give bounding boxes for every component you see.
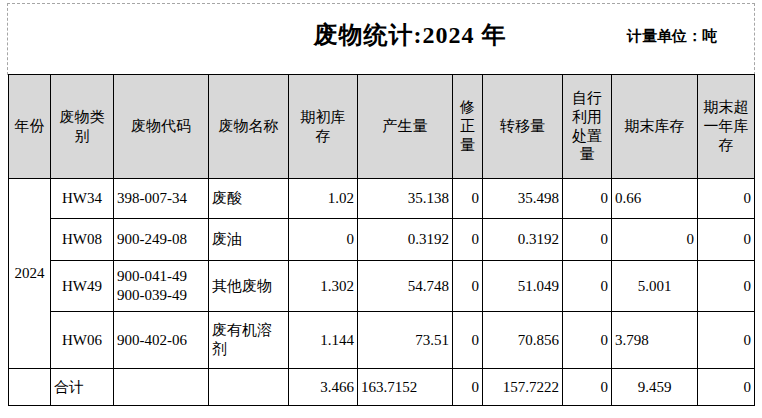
table-row-hw06: HW06 900-402-06 废有机溶 剂 1.144 73.51 0 70.…	[9, 312, 755, 369]
header-waste-name: 废物名称	[209, 75, 289, 179]
cell-over-one-year: 0	[698, 261, 755, 312]
cell-correction: 0	[453, 179, 483, 219]
header-opening-stock: 期初库 存	[289, 75, 358, 179]
cell-transferred: 70.856	[483, 312, 563, 369]
cell-name-empty	[209, 369, 289, 406]
cell-generated: 35.138	[358, 179, 453, 219]
cell-transferred: 51.049	[483, 261, 563, 312]
table-header-row: 年份 废物类 别 废物代码 废物名称 期初库 存 产生量 修 正 量 转移量 自…	[9, 75, 755, 179]
header-waste-category: 废物类 别	[51, 75, 114, 179]
cell-code-empty	[114, 369, 209, 406]
header-waste-code: 废物代码	[114, 75, 209, 179]
cell-year: 2024	[9, 179, 51, 369]
table-row-hw34: 2024 HW34 398-007-34 废酸 1.02 35.138 0 35…	[9, 179, 755, 219]
header-year: 年份	[9, 75, 51, 179]
cell-total-closing: 9.459	[612, 369, 698, 406]
header-over-one-year: 期末超 一年库 存	[698, 75, 755, 179]
cell-closing: 0	[612, 219, 698, 261]
cell-name: 废油	[209, 219, 289, 261]
header-generated: 产生量	[358, 75, 453, 179]
cell-over-one-year: 0	[698, 312, 755, 369]
cell-over-one-year: 0	[698, 219, 755, 261]
cell-self-disposed: 0	[563, 312, 612, 369]
cell-code: 398-007-34	[114, 179, 209, 219]
cell-closing: 5.001	[612, 261, 698, 312]
cell-self-disposed: 0	[563, 219, 612, 261]
cell-self-disposed: 0	[563, 179, 612, 219]
cell-generated: 0.3192	[358, 219, 453, 261]
cell-code: 900-249-08	[114, 219, 209, 261]
cell-closing: 3.798	[612, 312, 698, 369]
table-row-hw08: HW08 900-249-08 废油 0 0.3192 0 0.3192 0 0…	[9, 219, 755, 261]
cell-total-transferred: 157.7222	[483, 369, 563, 406]
cell-opening: 1.02	[289, 179, 358, 219]
cell-opening: 0	[289, 219, 358, 261]
cell-category: HW06	[51, 312, 114, 369]
cell-total-label: 合计	[51, 369, 114, 406]
cell-over-one-year: 0	[698, 179, 755, 219]
cell-total-correction: 0	[453, 369, 483, 406]
cell-transferred: 0.3192	[483, 219, 563, 261]
cell-correction: 0	[453, 219, 483, 261]
unit-label: 计量单位：吨	[627, 27, 717, 46]
cell-category: HW49	[51, 261, 114, 312]
table-row-hw49: HW49 900-041-49 900-039-49 其他废物 1.302 54…	[9, 261, 755, 312]
cell-generated: 54.748	[358, 261, 453, 312]
header-correction: 修 正 量	[453, 75, 483, 179]
cell-total-generated: 163.7152	[358, 369, 453, 406]
cell-category: HW34	[51, 179, 114, 219]
waste-stats-table: 年份 废物类 别 废物代码 废物名称 期初库 存 产生量 修 正 量 转移量 自…	[8, 74, 755, 406]
cell-name: 其他废物	[209, 261, 289, 312]
cell-code: 900-041-49 900-039-49	[114, 261, 209, 312]
cell-correction: 0	[453, 312, 483, 369]
cell-total-self-disposed: 0	[563, 369, 612, 406]
cell-generated: 73.51	[358, 312, 453, 369]
header-self-disposed: 自行 利用 处置 量	[563, 75, 612, 179]
cell-name: 废有机溶 剂	[209, 312, 289, 369]
cell-opening: 1.144	[289, 312, 358, 369]
cell-closing: 0.66	[612, 179, 698, 219]
cell-self-disposed: 0	[563, 261, 612, 312]
table-total-row: 合计 3.466 163.7152 0 157.7222 0 9.459 0	[9, 369, 755, 406]
cell-opening: 1.302	[289, 261, 358, 312]
header-closing-stock: 期末库存	[612, 75, 698, 179]
cell-correction: 0	[453, 261, 483, 312]
cell-name: 废酸	[209, 179, 289, 219]
cell-transferred: 35.498	[483, 179, 563, 219]
page-break-line-top	[7, 3, 755, 4]
header-transferred: 转移量	[483, 75, 563, 179]
cell-total-opening: 3.466	[289, 369, 358, 406]
cell-category: HW08	[51, 219, 114, 261]
cell-code: 900-402-06	[114, 312, 209, 369]
cell-total-over-one-year: 0	[698, 369, 755, 406]
cell-year-empty	[9, 369, 51, 406]
